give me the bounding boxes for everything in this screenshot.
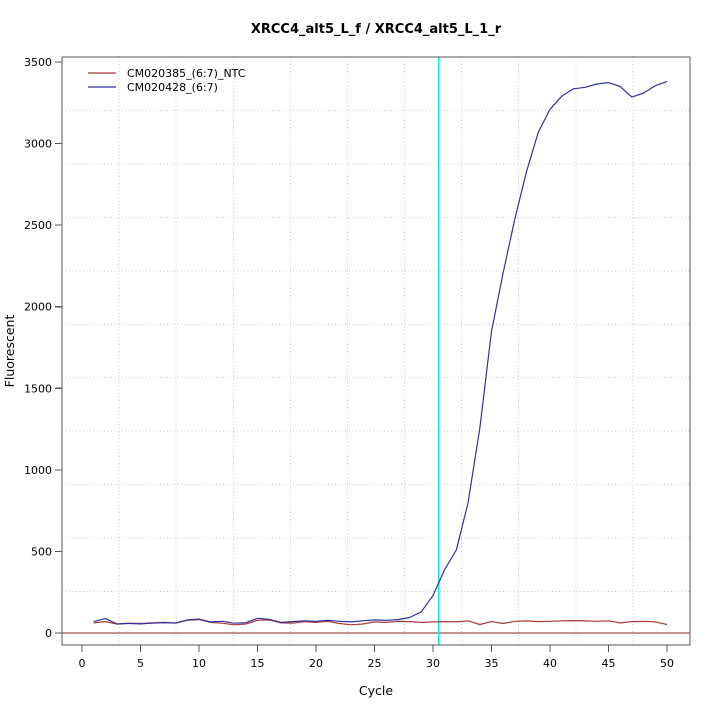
x-axis: 0 5 10 15 20 25 30 35 40 45 50: [79, 645, 674, 670]
x-tick-label: 0: [79, 657, 86, 670]
legend: CM020385_(6:7)_NTC CM020428_(6:7): [88, 67, 246, 94]
y-tick-label: 3500: [24, 56, 52, 69]
y-tick-label: 500: [31, 545, 52, 558]
y-tick-label: 0: [45, 627, 52, 640]
series-lines: [93, 81, 668, 626]
x-tick-label: 40: [543, 657, 557, 670]
y-axis-label: Fluorescent: [2, 315, 17, 388]
plot-box-border: [61, 56, 691, 646]
x-tick-label: 45: [602, 657, 616, 670]
x-tick-label: 35: [485, 657, 499, 670]
x-tick-label: 25: [368, 657, 382, 670]
x-axis-label: Cycle: [359, 683, 393, 698]
legend-label-ntc: CM020385_(6:7)_NTC: [127, 67, 246, 80]
plot-box: [61, 56, 691, 646]
x-tick-label: 15: [251, 657, 265, 670]
series-line-sample: [93, 81, 668, 625]
y-tick-label: 2500: [24, 219, 52, 232]
grid-lines: [62, 57, 690, 645]
legend-label-sample: CM020428_(6:7): [127, 81, 218, 94]
x-tick-label: 30: [426, 657, 440, 670]
x-tick-label: 50: [660, 657, 674, 670]
x-tick-label: 10: [192, 657, 206, 670]
y-tick-label: 1500: [24, 382, 52, 395]
x-tick-label: 20: [309, 657, 323, 670]
x-tick-label: 5: [137, 657, 144, 670]
y-axis: 0 500 1000 1500 2000 2500 3000 3500: [24, 56, 62, 640]
y-tick-label: 1000: [24, 464, 52, 477]
y-tick-label: 3000: [24, 138, 52, 151]
chart-title: XRCC4_alt5_L_f / XRCC4_alt5_L_1_r: [251, 22, 502, 37]
y-tick-label: 2000: [24, 301, 52, 314]
